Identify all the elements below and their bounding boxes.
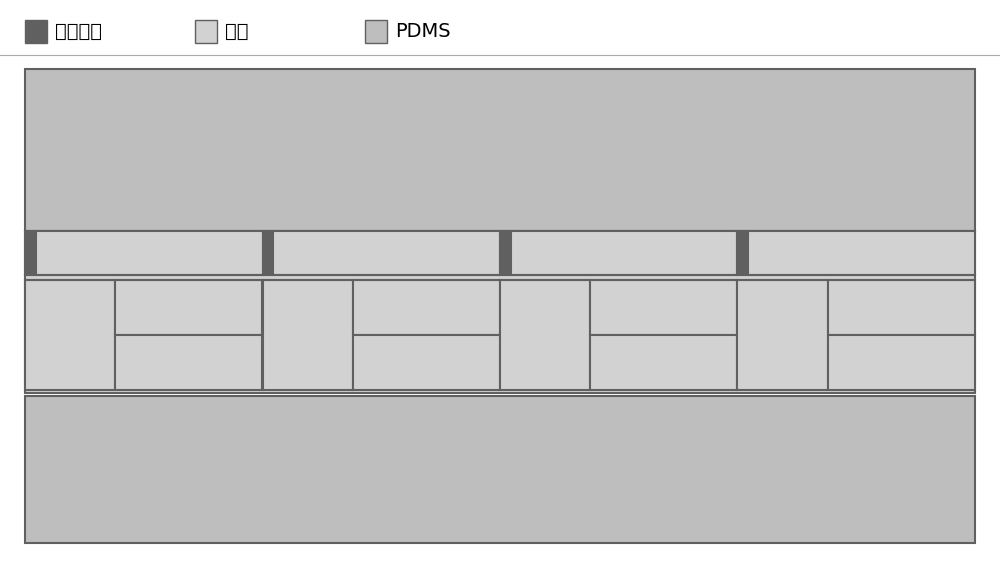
Bar	[500, 280, 590, 390]
Bar	[500, 231, 511, 275]
Bar	[353, 335, 500, 390]
Bar	[25, 396, 975, 543]
Bar	[737, 280, 828, 390]
Bar	[25, 231, 36, 275]
Bar	[737, 231, 748, 275]
Bar	[590, 335, 737, 390]
Bar	[511, 231, 737, 275]
Bar	[353, 280, 500, 335]
Bar	[273, 231, 500, 275]
Bar	[195, 20, 217, 43]
Bar	[590, 280, 737, 335]
Bar	[36, 231, 262, 275]
Text: 流体: 流体	[225, 23, 248, 41]
Text: 液态金属: 液态金属	[55, 23, 102, 41]
Bar	[25, 231, 975, 393]
Text: PDMS: PDMS	[395, 23, 451, 41]
Bar	[828, 280, 975, 335]
Bar	[365, 20, 387, 43]
Bar	[828, 335, 975, 390]
Bar	[115, 335, 262, 390]
Bar	[748, 231, 975, 275]
Bar	[262, 231, 273, 275]
Bar	[25, 280, 115, 390]
Bar	[25, 69, 975, 231]
Bar	[115, 280, 262, 335]
Bar	[262, 280, 353, 390]
Bar	[25, 20, 47, 43]
